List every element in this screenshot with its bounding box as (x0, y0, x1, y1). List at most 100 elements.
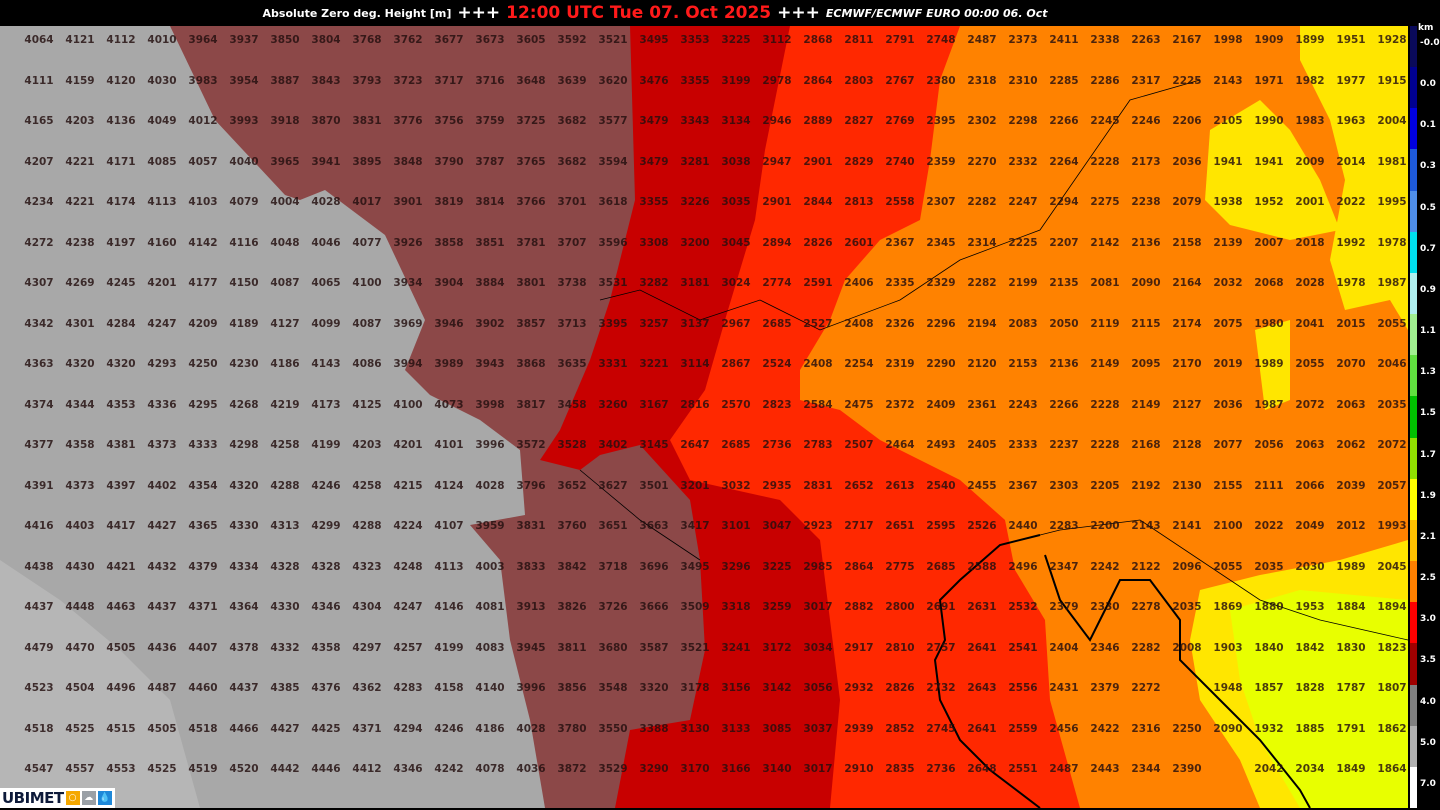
grid-value: 3851 (475, 236, 505, 249)
grid-value: 2844 (803, 196, 833, 208)
grid-value: 2379 (1049, 601, 1079, 613)
grid-value: 4518 (24, 722, 54, 735)
grid-value: 2055 (1213, 560, 1243, 573)
grid-value: 2829 (844, 155, 874, 168)
grid-value: 4017 (352, 196, 382, 208)
grid-value: 4344 (65, 398, 95, 411)
grid-value: 3572 (516, 439, 546, 451)
grid-value: 4373 (147, 439, 177, 451)
grid-value: 4437 (229, 682, 259, 694)
grid-value: 4520 (229, 763, 259, 775)
grid-value: 2149 (1090, 358, 1120, 370)
coastline-italy (933, 534, 1041, 808)
grid-value: 3627 (598, 479, 628, 492)
grid-value: 4425 (311, 722, 341, 735)
grid-value: 4557 (65, 763, 95, 775)
grid-value: 2431 (1049, 682, 1079, 694)
grid-value: 2237 (1049, 439, 1079, 451)
colorbar-label: 0.1 (1420, 120, 1436, 131)
colorbar-segment (1410, 67, 1417, 109)
grid-value: 2009 (1295, 155, 1325, 168)
grid-value: 2745 (926, 722, 956, 735)
grid-value: 2135 (1049, 277, 1079, 289)
grid-value: 4381 (106, 439, 136, 451)
grid-value: 4003 (475, 560, 505, 573)
grid-value: 2302 (967, 115, 997, 127)
colorbar-label: 2.1 (1420, 531, 1436, 542)
colorbar-segment (1410, 561, 1417, 603)
grid-value: 3760 (557, 520, 587, 532)
colorbar-segment (1410, 437, 1417, 480)
grid-value: 2651 (885, 520, 915, 532)
grid-value: 4203 (352, 439, 382, 451)
grid-value: 4397 (106, 479, 136, 492)
grid-value: 2055 (1295, 358, 1325, 370)
grid-value: 4125 (352, 398, 382, 411)
grid-value: 2826 (885, 682, 915, 694)
grid-value: 4064 (24, 34, 54, 46)
grid-value: 4358 (311, 641, 341, 654)
grid-value: 1830 (1336, 641, 1366, 654)
grid-value: 2917 (844, 641, 874, 654)
grid-value: 3417 (680, 520, 710, 532)
ubimet-logo: UBIMET ○ ☁ 💧 (0, 788, 115, 808)
colorbar-label: 1.9 (1420, 490, 1436, 501)
grid-value: 2057 (1377, 479, 1407, 492)
grid-value: 3167 (639, 398, 669, 411)
grid-value: 3166 (721, 763, 751, 775)
grid-value: 1995 (1377, 196, 1407, 208)
grid-value: 2647 (680, 439, 710, 451)
grid-value: 1885 (1295, 722, 1325, 735)
separator: +++ (457, 3, 501, 23)
grid-value: 2200 (1090, 520, 1120, 532)
colorbar-label: 3.0 (1420, 614, 1436, 625)
grid-value: 3142 (762, 682, 792, 694)
grid-value: 4077 (352, 236, 382, 249)
grid-value: 1953 (1295, 601, 1325, 613)
grid-value: 2270 (967, 155, 997, 168)
grid-value: 2800 (885, 601, 915, 613)
grid-value: 3833 (516, 560, 546, 573)
grid-value: 4113 (434, 560, 464, 573)
grid-value: 2910 (844, 763, 874, 775)
grid-value: 2685 (926, 560, 956, 573)
grid-value: 2404 (1049, 641, 1079, 654)
grid-value: 2228 (1090, 439, 1120, 451)
grid-value: 3884 (475, 277, 505, 289)
grid-value: 2558 (885, 196, 915, 208)
grid-value: 2507 (844, 439, 874, 451)
grid-value: 4313 (270, 520, 300, 532)
grid-value: 3858 (434, 236, 464, 249)
grid-value: 2947 (762, 155, 792, 168)
grid-value: 2028 (1295, 277, 1325, 289)
grid-value: 1899 (1295, 34, 1325, 46)
grid-value: 2283 (1049, 520, 1079, 532)
grid-value: 2298 (1008, 115, 1038, 127)
grid-value: 3901 (393, 196, 423, 208)
grid-value: 3648 (516, 74, 546, 87)
grid-value: 3781 (516, 236, 546, 249)
grid-value: 3738 (557, 277, 587, 289)
grid-value: 4297 (352, 641, 382, 654)
grid-value: 2136 (1131, 236, 1161, 249)
grid-value: 2081 (1090, 277, 1120, 289)
grid-value: 3870 (311, 115, 341, 127)
grid-value: 4078 (475, 763, 505, 775)
grid-value: 1981 (1377, 155, 1407, 168)
grid-value: 1849 (1336, 763, 1366, 775)
grid-value: 4203 (65, 115, 95, 127)
colorbar-segment (1410, 602, 1417, 644)
grid-value: 3934 (393, 277, 423, 289)
grid-value: 4140 (475, 682, 505, 694)
grid-value: 2004 (1377, 115, 1407, 127)
grid-value: 4365 (188, 520, 218, 532)
grid-value: 2732 (926, 682, 956, 694)
grid-value: 1941 (1213, 155, 1243, 168)
grid-value: 4479 (24, 641, 54, 654)
grid-value: 4246 (434, 722, 464, 735)
colorbar-segment (1410, 314, 1417, 356)
grid-value: 3848 (393, 155, 423, 168)
grid-value: 3017 (803, 601, 833, 613)
grid-value: 2882 (844, 601, 874, 613)
grid-value: 4448 (65, 601, 95, 613)
